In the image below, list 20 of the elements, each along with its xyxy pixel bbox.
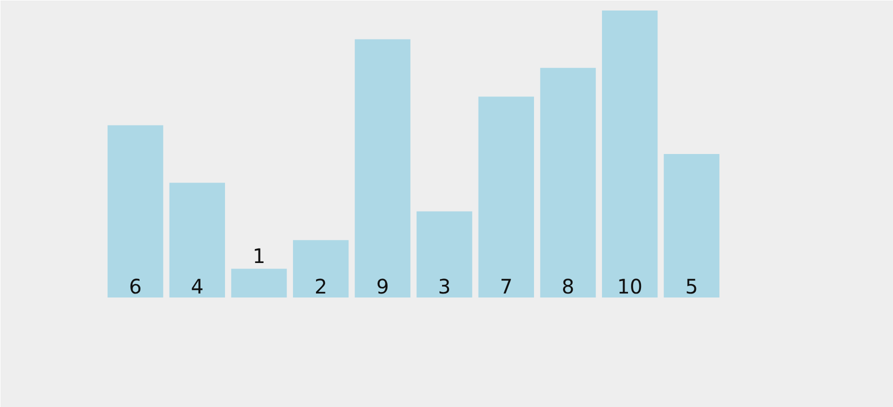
bar (540, 68, 596, 298)
bar (108, 125, 164, 298)
data-label: 8 (562, 274, 574, 298)
data-label: 10 (617, 274, 643, 298)
bar (169, 182, 226, 298)
data-label: 7 (500, 274, 513, 298)
bar (231, 268, 287, 298)
data-label: 4 (190, 274, 204, 298)
bar (602, 10, 658, 298)
bar (478, 96, 534, 298)
data-label: 3 (438, 274, 451, 298)
bar (416, 211, 472, 298)
bar (354, 39, 410, 298)
data-label: 1 (252, 244, 266, 268)
bar (292, 240, 349, 298)
data-label: 6 (129, 274, 142, 298)
data-label: 2 (314, 274, 328, 298)
data-label: 5 (685, 274, 698, 298)
bar (664, 154, 720, 298)
data-label: 9 (376, 274, 389, 298)
